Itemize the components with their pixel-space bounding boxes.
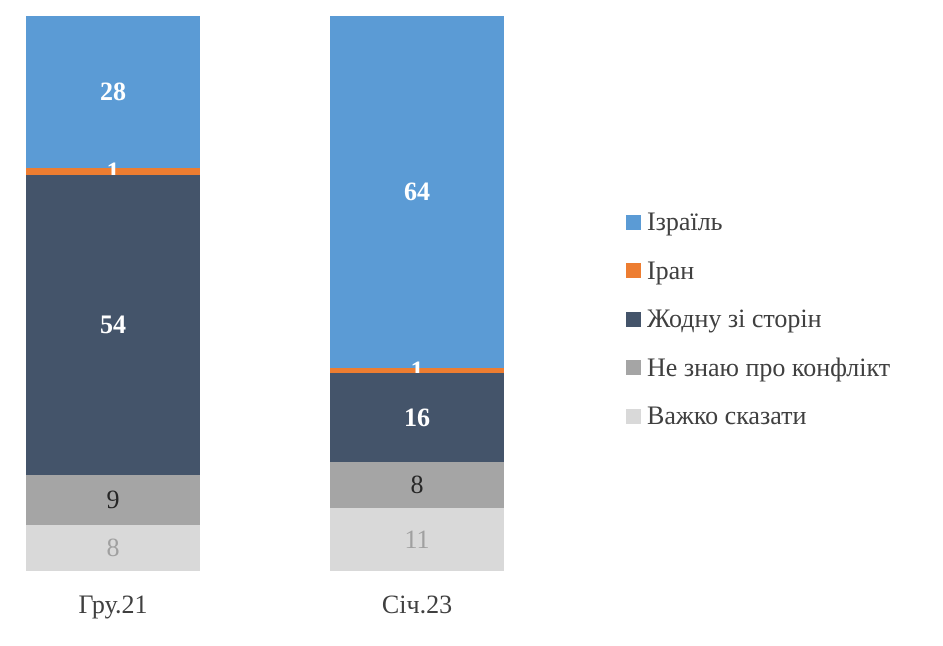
legend-label: Ізраїль [647,207,723,237]
value-label: 64 [404,177,430,206]
stacked-bar-sich23: 64 1 16 8 11 [330,16,504,571]
segment-hard: 8 [26,525,200,571]
segment-iran: 1 [26,158,200,184]
value-label: 11 [404,524,430,554]
value-label: 54 [100,310,126,339]
segment-hard: 11 [330,508,504,571]
legend-label: Іран [647,255,695,285]
legend-item-none: Жодну зі сторін [626,295,890,344]
legend-swatch [626,360,641,376]
value-label: 28 [100,77,126,106]
legend-item-israel: Ізраїль [626,198,890,247]
value-label: 8 [410,470,424,499]
value-label: 9 [106,485,120,514]
segment-israel: 28 [26,16,200,168]
category-label: Гру.21 [78,590,148,619]
legend: Ізраїль Іран Жодну зі сторін Не знаю про… [626,198,890,441]
segment-dunno: 9 [26,475,200,525]
stacked-bar-gru21: 28 1 54 9 8 [26,16,200,571]
value-label: 16 [404,402,430,432]
legend-swatch [626,263,641,279]
legend-swatch [626,408,641,424]
legend-label: Важко сказати [647,401,807,431]
category-label: Січ.23 [381,590,453,619]
legend-item-iran: Іран [626,247,890,296]
segment-dunno: 8 [330,462,504,508]
segment-none: 54 [26,175,200,475]
legend-label: Не знаю про конфлікт [647,352,891,382]
legend-label: Жодну зі сторін [647,304,822,334]
legend-item-dunno: Не знаю про конфлікт [626,344,890,393]
value-label: 8 [106,533,120,562]
legend-item-hard: Важко сказати [626,392,890,441]
segment-israel: 64 [330,16,504,368]
segment-none: 16 [330,373,504,462]
legend-swatch [626,214,641,230]
legend-swatch [626,311,641,327]
